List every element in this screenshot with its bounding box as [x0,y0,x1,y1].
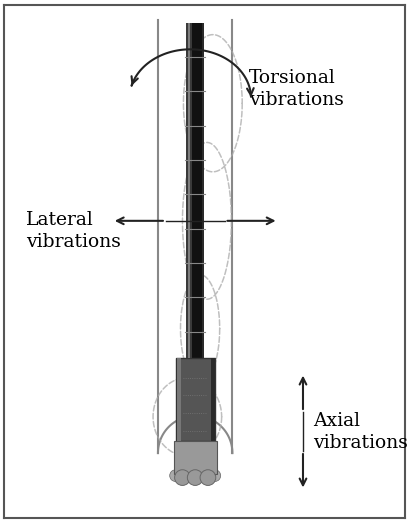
Bar [175,358,215,441]
Bar [174,441,217,474]
Bar [187,23,204,358]
Bar [187,23,192,358]
Text: Lateral
vibrations: Lateral vibrations [26,211,121,251]
Ellipse shape [175,470,190,485]
Bar [188,23,190,358]
Ellipse shape [187,470,203,485]
Ellipse shape [209,470,221,482]
Bar [211,358,215,441]
Ellipse shape [170,470,182,482]
Text: Torsional
vibrations: Torsional vibrations [249,69,344,109]
Text: Axial
vibrations: Axial vibrations [313,412,408,452]
Bar [202,23,204,358]
Bar [177,358,182,441]
Ellipse shape [200,470,216,485]
